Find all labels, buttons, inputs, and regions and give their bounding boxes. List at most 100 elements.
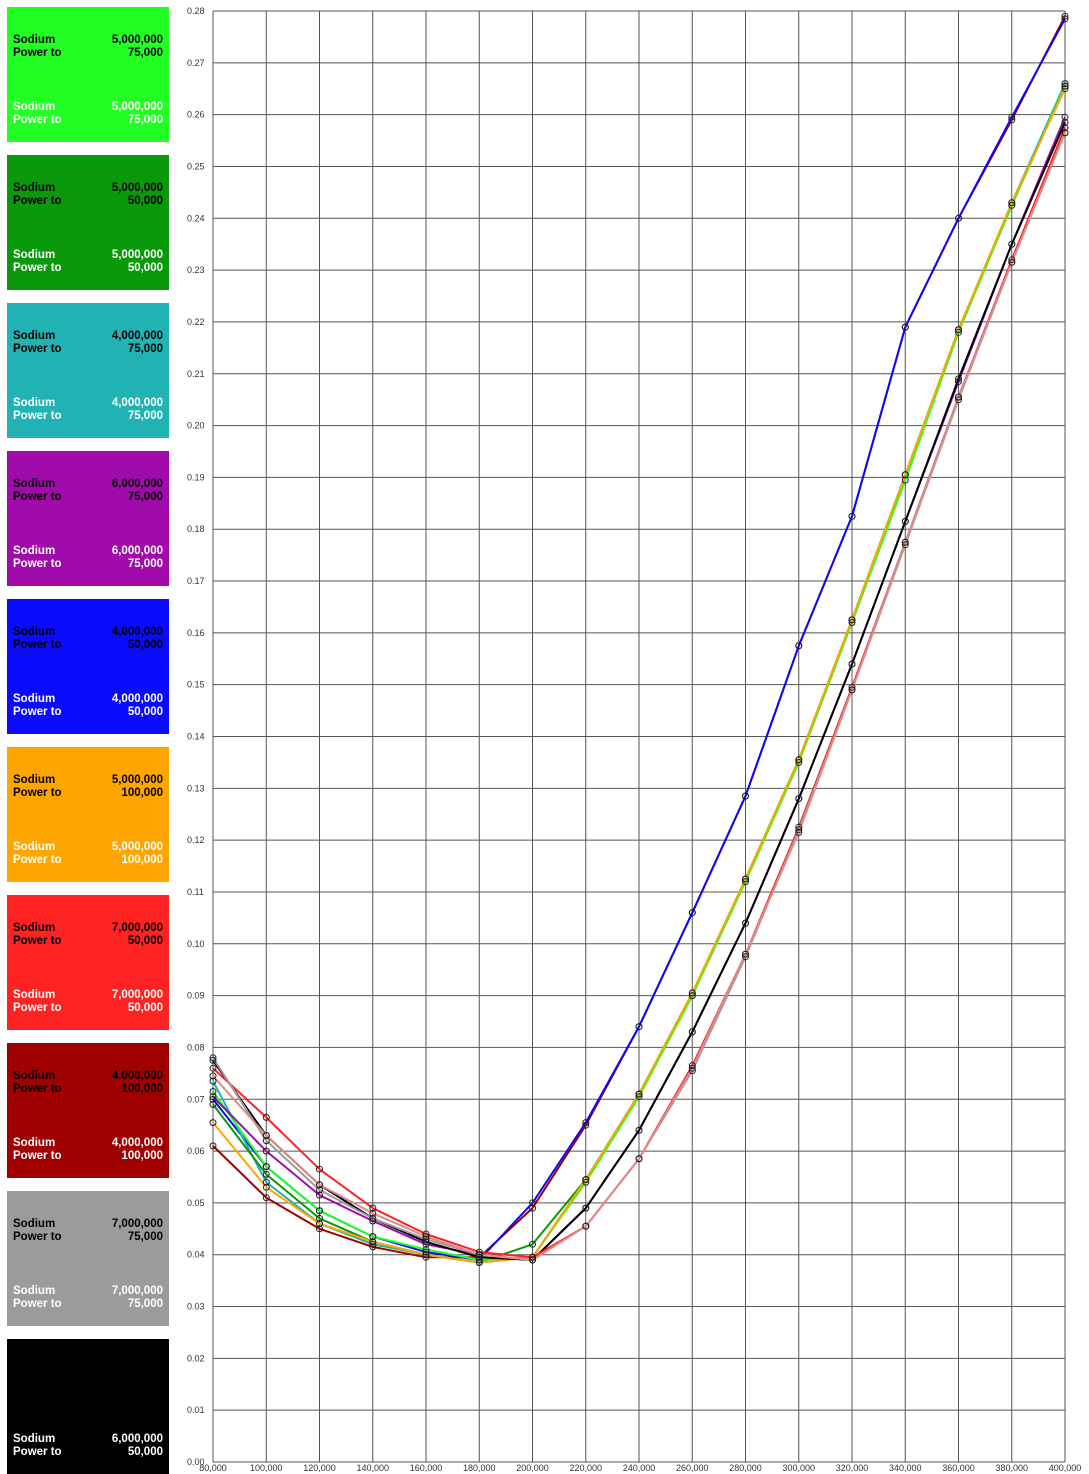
- legend-line1: Sodium: [13, 693, 56, 705]
- legend-label: Sodium Power to: [13, 1285, 62, 1311]
- legend-line2: Power to: [13, 787, 62, 799]
- data-point: [848, 619, 856, 626]
- legend-label: Sodium Power to: [13, 397, 62, 423]
- series-group: [209, 12, 1069, 1266]
- legend-value1: 4,000,000: [111, 1137, 163, 1149]
- data-point: [848, 616, 856, 624]
- legend-line2: Power to: [13, 491, 62, 503]
- data-point: [848, 660, 856, 668]
- data-point: [688, 989, 696, 997]
- data-point: [422, 1238, 430, 1246]
- data-point: [955, 393, 962, 401]
- data-point: [795, 828, 803, 836]
- legend-value1: 5,000,000: [111, 182, 163, 194]
- legend-entry-top: Sodium Power to 6,000,000 75,000: [13, 478, 163, 508]
- data-point: [422, 1253, 430, 1261]
- data-point: [742, 919, 749, 927]
- data-point: [209, 1095, 217, 1103]
- data-point: [582, 1178, 590, 1186]
- legend-label: Sodium Power to: [13, 1070, 62, 1096]
- data-point: [422, 1240, 430, 1248]
- legend-entry-bottom: Sodium Power to 5,000,000 50,000: [13, 249, 163, 279]
- legend-value: 7,000,000 75,000: [112, 1285, 163, 1311]
- legend-entry-bottom: Sodium Power to 5,000,000 100,000: [13, 841, 163, 871]
- legend-line1: Sodium: [13, 249, 56, 261]
- legend-label: Sodium Power to: [13, 774, 62, 800]
- data-point: [209, 1088, 217, 1095]
- data-point: [582, 1121, 590, 1129]
- data-point: [1061, 82, 1069, 90]
- x-tick-label: 220,000: [569, 1463, 602, 1472]
- y-tick-label: 0.05: [187, 1198, 205, 1208]
- data-point: [688, 1067, 696, 1075]
- legend-value: 4,000,000 50,000: [112, 693, 163, 719]
- legend-label: Sodium Power to: [13, 1366, 62, 1392]
- legend-line2: Power to: [13, 558, 62, 570]
- legend-value2: 100,000: [121, 1150, 163, 1162]
- data-point: [1008, 258, 1016, 266]
- legend-value: 4,000,000 100,000: [112, 1070, 163, 1096]
- data-point: [529, 1253, 536, 1261]
- legend-value1: 4,000,000: [111, 626, 163, 638]
- data-point: [262, 1183, 270, 1191]
- data-point: [209, 1100, 217, 1108]
- legend-entry-bottom: Sodium Power to 6,000,000 50,000: [13, 1433, 163, 1463]
- x-tick-label: 360,000: [942, 1463, 975, 1472]
- legend-line1: Sodium: [13, 330, 56, 342]
- legend-value2: 50,000: [127, 1379, 163, 1391]
- data-point: [529, 1240, 536, 1248]
- legend-line1: Sodium: [13, 545, 56, 557]
- data-point: [688, 1062, 696, 1070]
- data-point: [901, 476, 909, 484]
- legend-label: Sodium Power to: [13, 545, 62, 571]
- legend-line2: Power to: [13, 47, 62, 59]
- data-point: [1061, 15, 1069, 23]
- data-point: [1061, 80, 1069, 88]
- legend-swatch: Sodium Power to 4,000,000 50,000 Sodium Power…: [7, 599, 169, 734]
- x-tick-label: 180,000: [463, 1463, 496, 1472]
- series-line: [212, 121, 1066, 1261]
- legend-value1: 6,000,000: [111, 1433, 163, 1445]
- x-tick-label: 140,000: [356, 1463, 389, 1472]
- legend-entry-top: Sodium Power to 6,000,000 50,000: [13, 1366, 163, 1396]
- data-point: [795, 823, 803, 831]
- legend-swatch: Sodium Power to 5,000,000 75,000 Sodium Power…: [7, 7, 169, 142]
- data-point: [475, 1253, 483, 1261]
- data-point: [1061, 129, 1069, 137]
- data-point: [369, 1217, 377, 1225]
- legend-value1: 7,000,000: [111, 989, 163, 1001]
- data-point: [635, 1023, 643, 1031]
- legend-entry-top: Sodium Power to 4,000,000 100,000: [13, 1070, 163, 1100]
- legend-value: 6,000,000 75,000: [112, 545, 163, 571]
- data-point: [422, 1233, 430, 1241]
- data-point: [1008, 199, 1016, 207]
- data-point: [209, 1077, 217, 1085]
- legend-line2: Power to: [13, 1379, 62, 1391]
- legend-label: Sodium Power to: [13, 1218, 62, 1244]
- legend-line2: Power to: [13, 706, 62, 718]
- legend-line2: Power to: [13, 114, 62, 126]
- data-point: [582, 1176, 590, 1184]
- data-point: [262, 1163, 270, 1171]
- legend-value1: 6,000,000: [111, 545, 163, 557]
- legend-value: 6,000,000 75,000: [112, 478, 163, 504]
- legend-value2: 50,000: [127, 639, 163, 651]
- data-point: [955, 378, 962, 385]
- legend-entry-top: Sodium Power to 7,000,000 50,000: [13, 922, 163, 952]
- data-point: [316, 1186, 323, 1194]
- legend-line1: Sodium: [13, 478, 56, 490]
- y-tick-label: 0.07: [187, 1094, 205, 1104]
- legend-value: 4,000,000 50,000: [112, 626, 163, 652]
- data-point: [955, 326, 962, 334]
- legend-value2: 75,000: [127, 491, 163, 503]
- legend-value2: 75,000: [127, 410, 163, 422]
- data-point: [1008, 113, 1016, 121]
- legend-entry-bottom: Sodium Power to 4,000,000 100,000: [13, 1137, 163, 1167]
- legend-entry-bottom: Sodium Power to 7,000,000 75,000: [13, 1285, 163, 1315]
- y-tick-label: 0.19: [187, 472, 205, 482]
- legend-line2: Power to: [13, 262, 62, 274]
- legend-label: Sodium Power to: [13, 989, 62, 1015]
- legend-label: Sodium Power to: [13, 1137, 62, 1163]
- legend-label: Sodium Power to: [13, 922, 62, 948]
- legend-swatch: Sodium Power to 5,000,000 100,000 Sodium Powe…: [7, 747, 169, 882]
